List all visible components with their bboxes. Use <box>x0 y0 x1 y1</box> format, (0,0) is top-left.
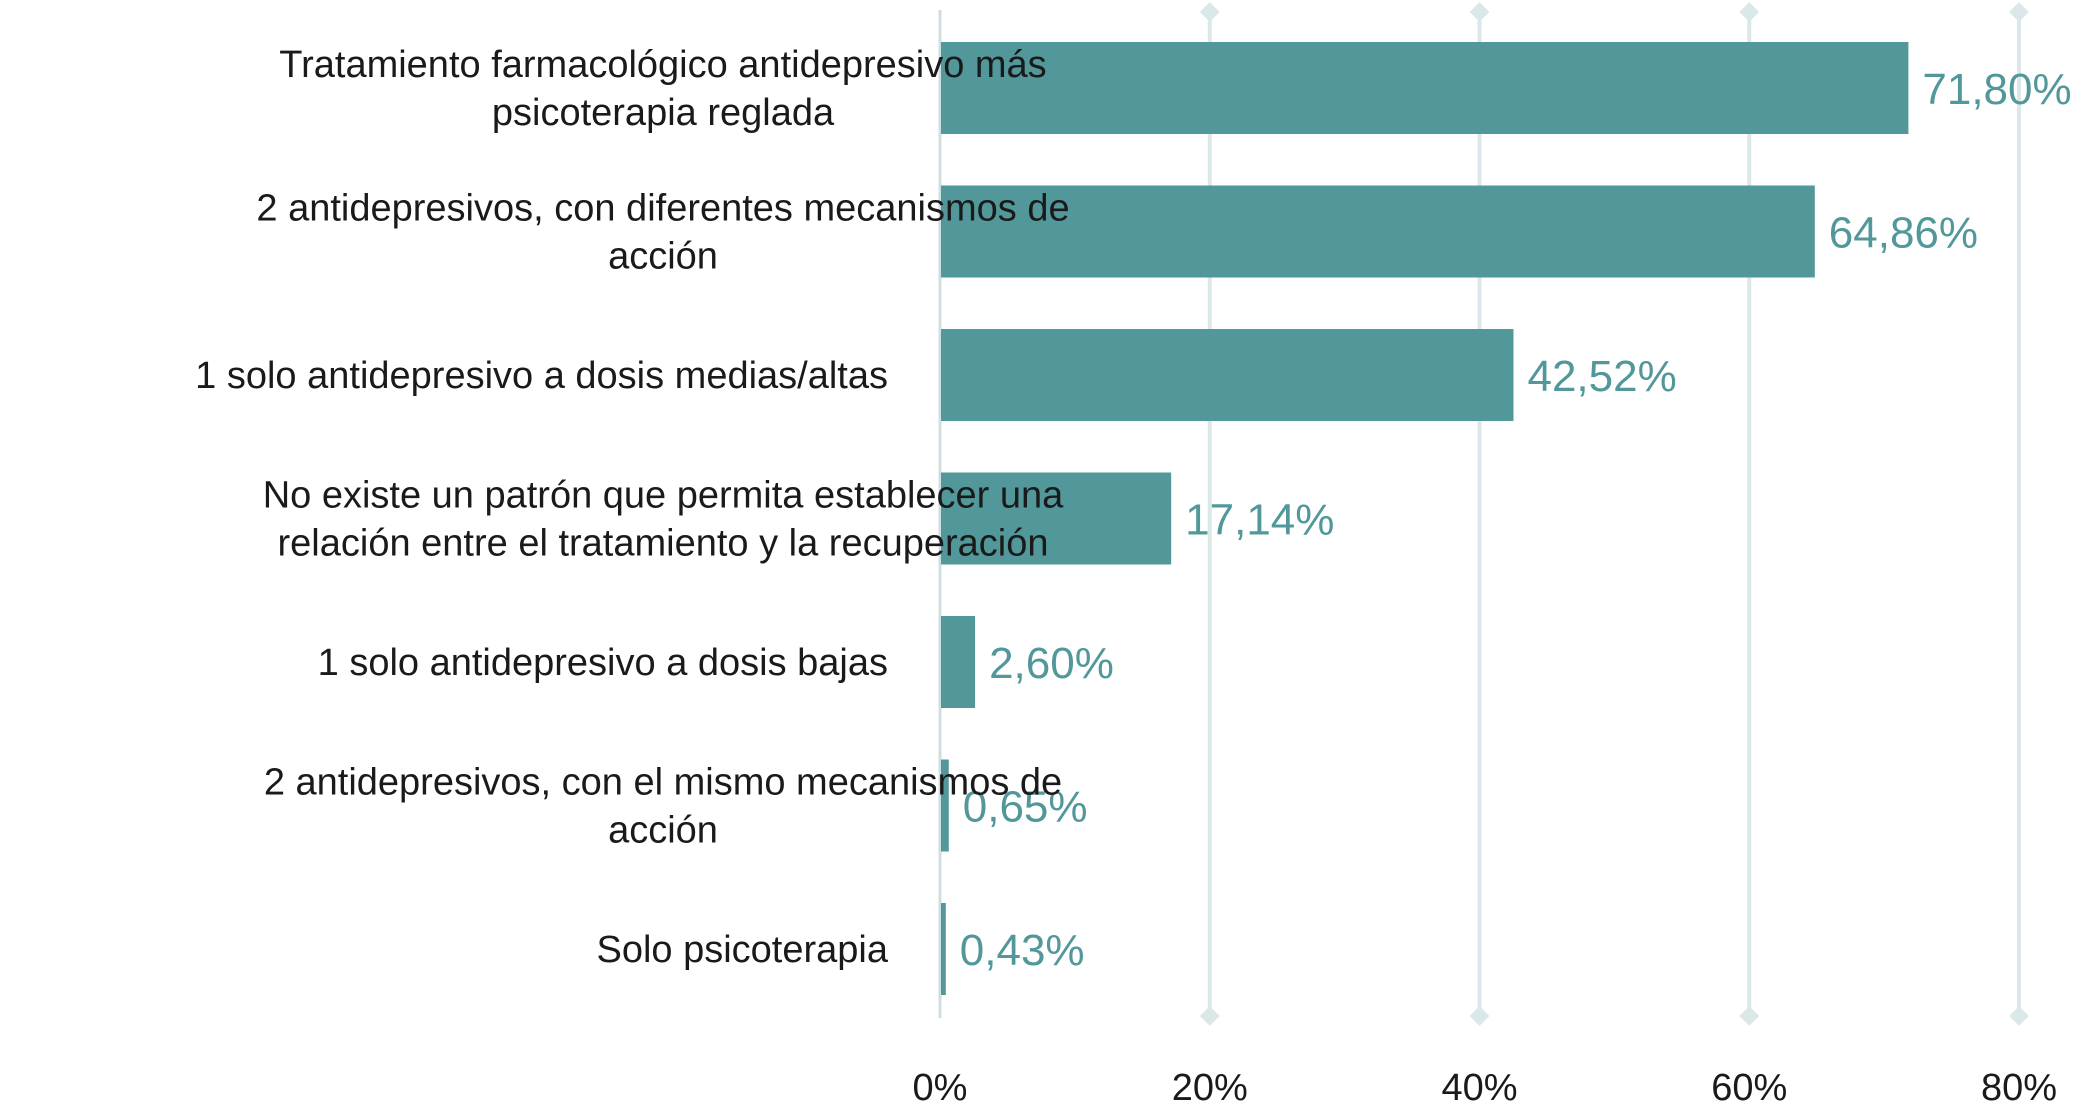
gridline-end-marker <box>2009 2 2029 22</box>
category-label-line: psicoterapia reglada <box>492 92 835 134</box>
data-label: 71,80% <box>1922 65 2071 114</box>
bar <box>941 329 1514 421</box>
bar <box>941 42 1909 134</box>
data-label: 64,86% <box>1829 209 1978 258</box>
label-layer: 0% 20% 40% 60% 80% 71,80% Tratamiento farmacol… <box>195 44 2071 1109</box>
x-tick-label: 0% <box>913 1067 968 1109</box>
x-tick-label: 60% <box>1711 1067 1787 1109</box>
category-label-line: 2 antidepresivos, con el mismo mecanismo… <box>264 762 1062 804</box>
category-label: 2 antidepresivos, con el mismo mecanismo… <box>264 762 1062 852</box>
gridline-end-marker <box>2009 1006 2029 1026</box>
x-tick-label: 80% <box>1981 1067 2057 1109</box>
gridline-end-marker <box>1199 1006 1220 1026</box>
data-label: 2,60% <box>989 639 1114 688</box>
bar <box>941 616 976 708</box>
category-label: 1 solo antidepresivo a dosis medias/alta… <box>195 355 888 397</box>
category-label-line: 1 solo antidepresivo a dosis medias/alta… <box>195 355 888 397</box>
category-label-line: Solo psicoterapia <box>596 929 888 971</box>
bar <box>941 903 946 995</box>
bar <box>941 185 1815 278</box>
x-tick-label: 20% <box>1172 1067 1248 1109</box>
category-label-line: relación entre el tratamiento y la recup… <box>278 523 1049 565</box>
category-label-line: No existe un patrón que permita establec… <box>263 475 1064 517</box>
bar-layer <box>941 42 1909 995</box>
category-label-line: Tratamiento farmacológico antidepresivo … <box>279 44 1046 86</box>
category-label-line: 2 antidepresivos, con diferentes mecanis… <box>256 188 1069 230</box>
data-label: 0,65% <box>963 783 1088 832</box>
gridline-end-marker <box>1739 2 1760 22</box>
gridline-end-marker <box>1469 2 1490 22</box>
category-label-line: acción <box>608 236 718 278</box>
category-label: No existe un patrón que permita establec… <box>263 475 1064 565</box>
data-label: 42,52% <box>1527 352 1676 401</box>
category-label: Tratamiento farmacológico antidepresivo … <box>279 44 1046 134</box>
x-tick-label: 40% <box>1441 1067 1517 1109</box>
bar <box>941 759 949 852</box>
gridline-end-marker <box>1469 1006 1490 1026</box>
category-label: 1 solo antidepresivo a dosis bajas <box>318 642 888 684</box>
category-label: 2 antidepresivos, con diferentes mecanis… <box>256 188 1069 278</box>
grid-layer <box>938 2 2029 1026</box>
bar <box>941 472 1172 565</box>
data-label: 0,43% <box>960 926 1085 975</box>
category-label: Solo psicoterapia <box>596 929 888 971</box>
category-label-line: 1 solo antidepresivo a dosis bajas <box>318 642 888 684</box>
data-label: 17,14% <box>1185 496 1334 545</box>
gridline-end-marker <box>1199 2 1220 22</box>
gridline-end-marker <box>1739 1006 1760 1026</box>
category-label-line: acción <box>608 810 718 852</box>
